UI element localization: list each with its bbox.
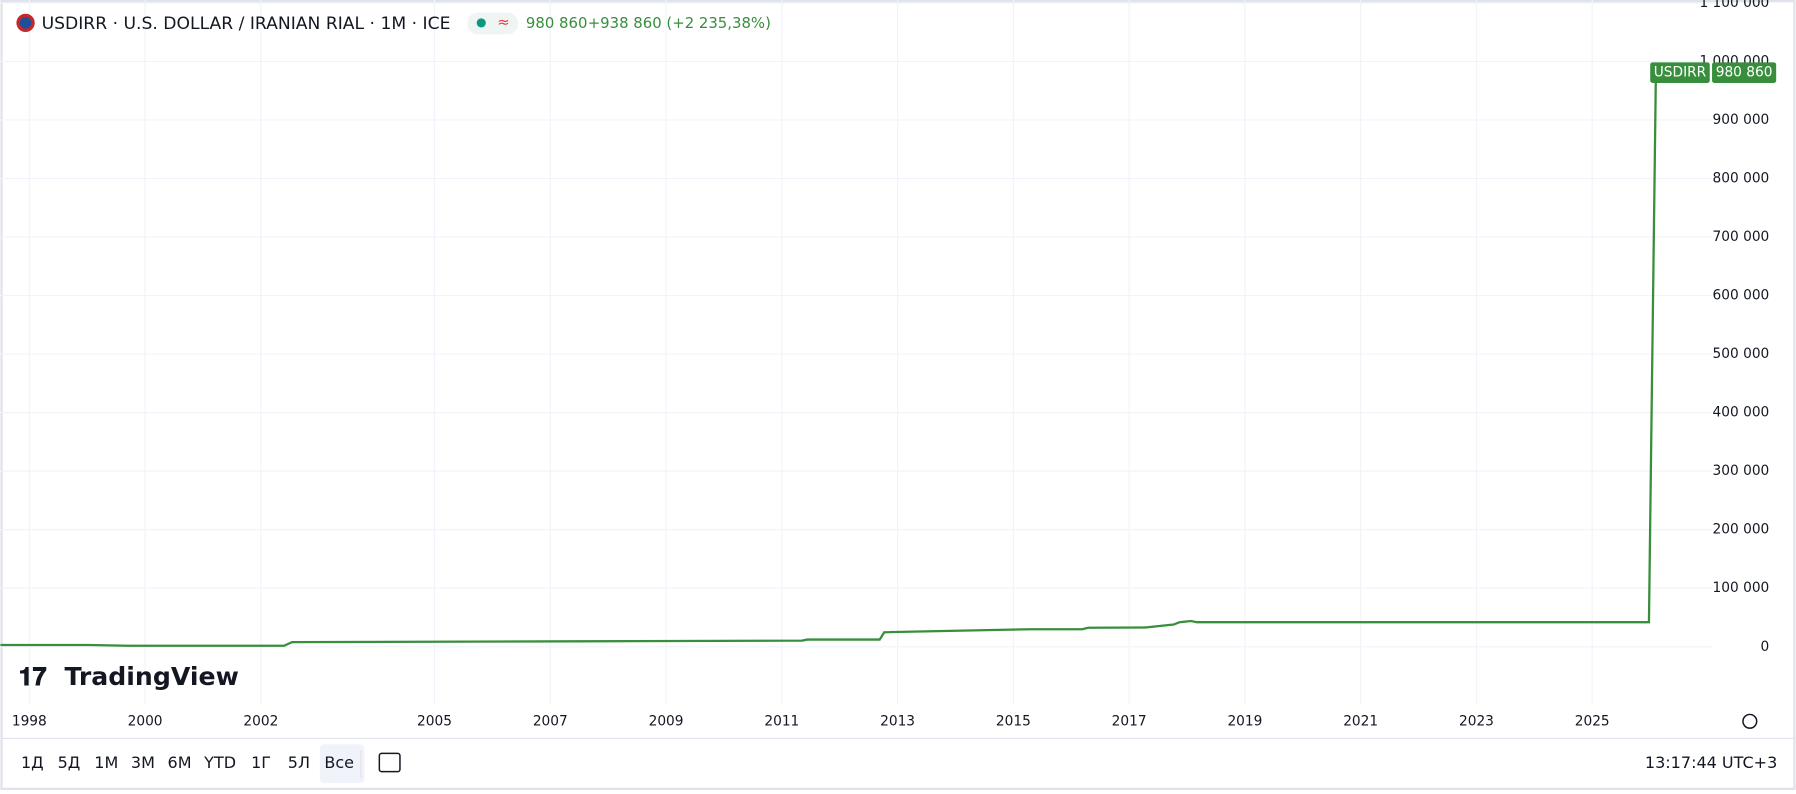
delayed-icon: ≈: [497, 13, 509, 31]
last-price: 980 860: [526, 14, 588, 32]
y-tick-label: 1 100 000: [1699, 0, 1769, 11]
market-status: [476, 18, 486, 28]
y-tick-label: 700 000: [1713, 229, 1770, 245]
x-tick-label: 2013: [880, 713, 915, 729]
y-tick-label: 500 000: [1713, 346, 1770, 362]
x-tick-label: 2023: [1459, 713, 1494, 729]
y-tick-label: 600 000: [1713, 288, 1770, 304]
symbol-title: USDIRR · U.S. DOLLAR / IRANIAN RIAL · 1M…: [42, 14, 451, 34]
range-button[interactable]: 1Д: [21, 753, 44, 772]
clock: 13:17:44 UTC+3: [1645, 753, 1777, 772]
y-tick-label: 200 000: [1713, 522, 1770, 538]
range-button[interactable]: YTD: [203, 753, 236, 772]
watermark: TradingView: [64, 662, 238, 691]
price-change: +938 860 (+2 235,38%): [588, 14, 771, 32]
x-tick-label: 1998: [12, 713, 47, 729]
x-tick-label: 2021: [1343, 713, 1378, 729]
status-pill: [467, 12, 518, 35]
y-tick-label: 300 000: [1713, 463, 1770, 479]
range-button[interactable]: 5Д: [58, 753, 81, 772]
logo-icon: 𝟏𝟕: [19, 662, 47, 691]
range-toolbar: 1Д 5Д 1М 3М 6М YTD 1Г 5Л Все: [21, 744, 365, 784]
y-tick-label: 800 000: [1713, 171, 1770, 187]
price-tag: [1712, 62, 1777, 83]
x-tick-label: 2025: [1575, 713, 1610, 729]
x-tick-label: 2000: [128, 713, 163, 729]
x-tick-label: 2011: [764, 713, 799, 729]
range-button[interactable]: 3М: [131, 753, 155, 772]
range-button[interactable]: 1М: [94, 753, 118, 772]
range-button[interactable]: 5Л: [288, 753, 310, 772]
price-tag-label: 980 860: [1716, 65, 1773, 81]
range-button[interactable]: 6М: [168, 753, 192, 772]
range-button[interactable]: Все: [324, 753, 354, 772]
plot: [0, 72, 1658, 647]
grid: [0, 0, 1713, 705]
x-tick-label: 2017: [1112, 713, 1147, 729]
x-tick-label: 2002: [243, 713, 278, 729]
y-tick-label: 0: [1761, 639, 1770, 655]
settings-button[interactable]: [1742, 713, 1758, 729]
x-tick-label: 2015: [996, 713, 1031, 729]
x-tick-label: 2019: [1227, 713, 1262, 729]
y-tick-label: 400 000: [1713, 405, 1770, 421]
x-tick-label: 2007: [533, 713, 568, 729]
symbol-tag: [1650, 62, 1710, 83]
range-button[interactable]: 1Г: [251, 753, 271, 772]
y-tick-label: 900 000: [1713, 112, 1770, 128]
goto-date-button[interactable]: [378, 752, 401, 773]
x-tick-label: 2005: [417, 713, 452, 729]
x-tick-label: 2009: [649, 713, 684, 729]
flag-icon: [19, 17, 32, 29]
price-line: [0, 72, 1658, 647]
symbol-tag-label: USDIRR: [1654, 65, 1707, 81]
y-tick-label: 100 000: [1713, 580, 1770, 596]
range-active-bg: [319, 744, 365, 784]
